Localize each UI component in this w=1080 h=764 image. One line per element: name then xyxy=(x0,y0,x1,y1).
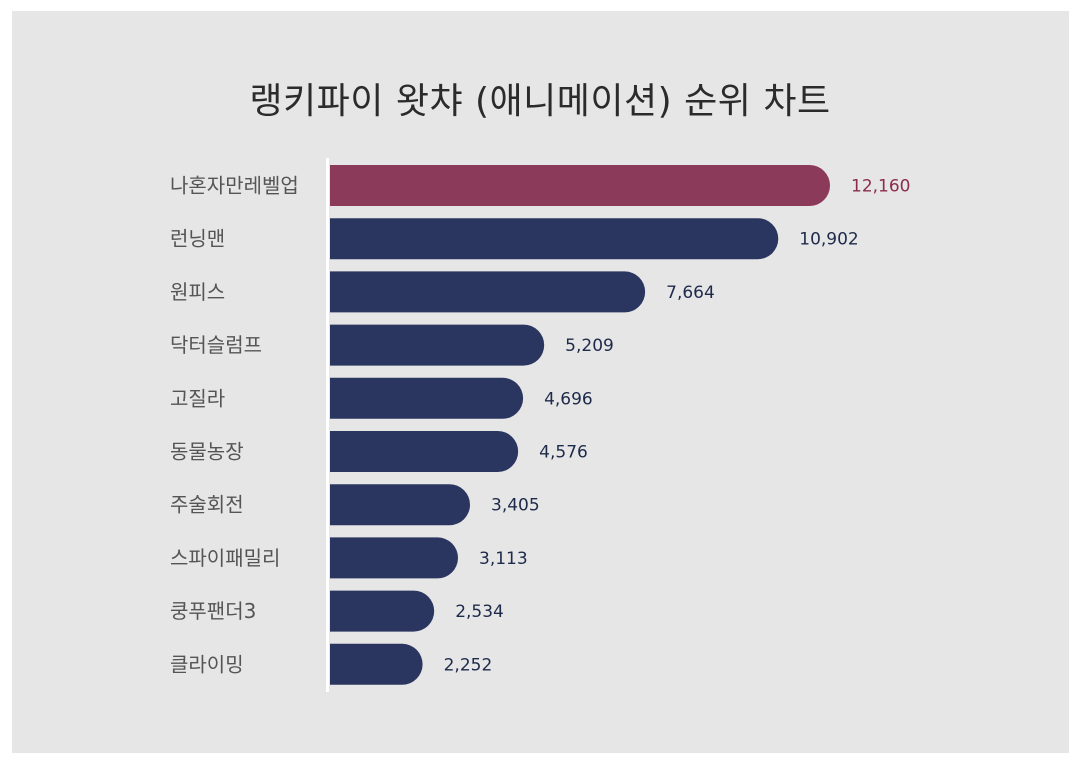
bar xyxy=(330,430,519,472)
bar xyxy=(330,218,779,260)
category-label: 닥터슬럼프 xyxy=(170,333,262,357)
bars-group: 나혼자만레벨업 12,160 런닝맨 10,902 원피스 7,664 닥터슬럼프 5,209… xyxy=(170,165,910,685)
value-label: 10,902 xyxy=(799,230,858,250)
value-label: 3,113 xyxy=(479,549,528,569)
bar xyxy=(330,324,545,366)
chart-title: 랭키파이 왓챠 (애니메이션) 순위 차트 xyxy=(249,81,831,122)
bar xyxy=(330,165,830,206)
bar xyxy=(330,271,646,313)
value-label: 7,664 xyxy=(666,283,715,303)
value-label: 2,534 xyxy=(455,602,504,622)
category-label: 스파이패밀리 xyxy=(170,546,280,570)
chart-background xyxy=(12,11,1069,753)
value-label: 4,576 xyxy=(539,443,588,463)
value-label: 4,696 xyxy=(544,389,593,409)
bar xyxy=(330,590,435,632)
bar xyxy=(330,377,524,419)
category-label: 나혼자만레벨업 xyxy=(170,174,299,198)
value-label: 2,252 xyxy=(444,655,493,675)
value-label: 12,160 xyxy=(851,177,910,197)
category-label: 런닝맨 xyxy=(170,227,225,251)
bar xyxy=(330,484,471,526)
category-label: 동물농장 xyxy=(170,440,244,464)
category-label: 고질라 xyxy=(170,386,225,410)
value-label: 5,209 xyxy=(565,336,614,356)
bar xyxy=(330,537,459,579)
bar xyxy=(330,643,423,685)
category-label: 쿵푸팬더3 xyxy=(170,599,256,623)
category-label: 주술회전 xyxy=(170,493,244,517)
value-label: 3,405 xyxy=(491,496,540,516)
category-label: 원피스 xyxy=(170,280,225,304)
category-label: 클라이밍 xyxy=(170,652,244,676)
